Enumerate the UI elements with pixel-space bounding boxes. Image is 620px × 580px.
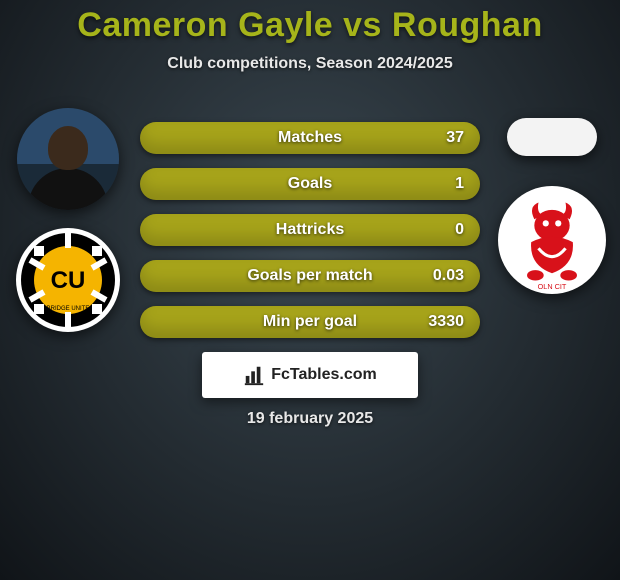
- right-player-column: OLN CIT: [492, 118, 612, 294]
- stat-value: 3330: [428, 313, 464, 331]
- stat-value: 0.03: [433, 267, 464, 285]
- stat-row-matches: Matches 37: [140, 122, 480, 154]
- stat-row-goals: Goals 1: [140, 168, 480, 200]
- lincoln-city-crest-icon: OLN CIT: [500, 188, 604, 292]
- stat-row-goals-per-match: Goals per match 0.03: [140, 260, 480, 292]
- comparison-card: Cameron Gayle vs Roughan Club competitio…: [0, 0, 620, 580]
- stat-label: Matches: [278, 129, 342, 147]
- left-player-column: CU BRIDGE UNITE: [8, 108, 128, 332]
- stat-label: Hattricks: [276, 221, 344, 239]
- stat-value: 0: [455, 221, 464, 239]
- stat-label: Goals: [288, 175, 332, 193]
- brand-card: FcTables.com: [202, 352, 418, 398]
- stat-label: Goals per match: [247, 267, 372, 285]
- stat-value: 37: [446, 129, 464, 147]
- club-badge-left: CU BRIDGE UNITE: [16, 228, 120, 332]
- svg-text:OLN CIT: OLN CIT: [538, 282, 567, 291]
- svg-text:BRIDGE UNITE: BRIDGE UNITE: [47, 306, 90, 312]
- player-right-avatar: [507, 118, 597, 156]
- stat-label: Min per goal: [263, 313, 357, 331]
- stat-row-min-per-goal: Min per goal 3330: [140, 306, 480, 338]
- cambridge-united-crest-icon: CU BRIDGE UNITE: [18, 230, 118, 330]
- page-subtitle: Club competitions, Season 2024/2025: [0, 55, 620, 73]
- footer-date: 19 february 2025: [247, 410, 373, 428]
- player-left-avatar: [17, 108, 119, 210]
- page-title: Cameron Gayle vs Roughan: [0, 0, 620, 45]
- club-left-abbr: CU: [51, 267, 86, 294]
- stats-bars: Matches 37 Goals 1 Hattricks 0 Goals per…: [140, 122, 480, 338]
- bar-chart-icon: [243, 364, 265, 386]
- stat-value: 1: [455, 175, 464, 193]
- club-badge-right: OLN CIT: [498, 186, 606, 294]
- brand-text: FcTables.com: [271, 366, 377, 384]
- stat-row-hattricks: Hattricks 0: [140, 214, 480, 246]
